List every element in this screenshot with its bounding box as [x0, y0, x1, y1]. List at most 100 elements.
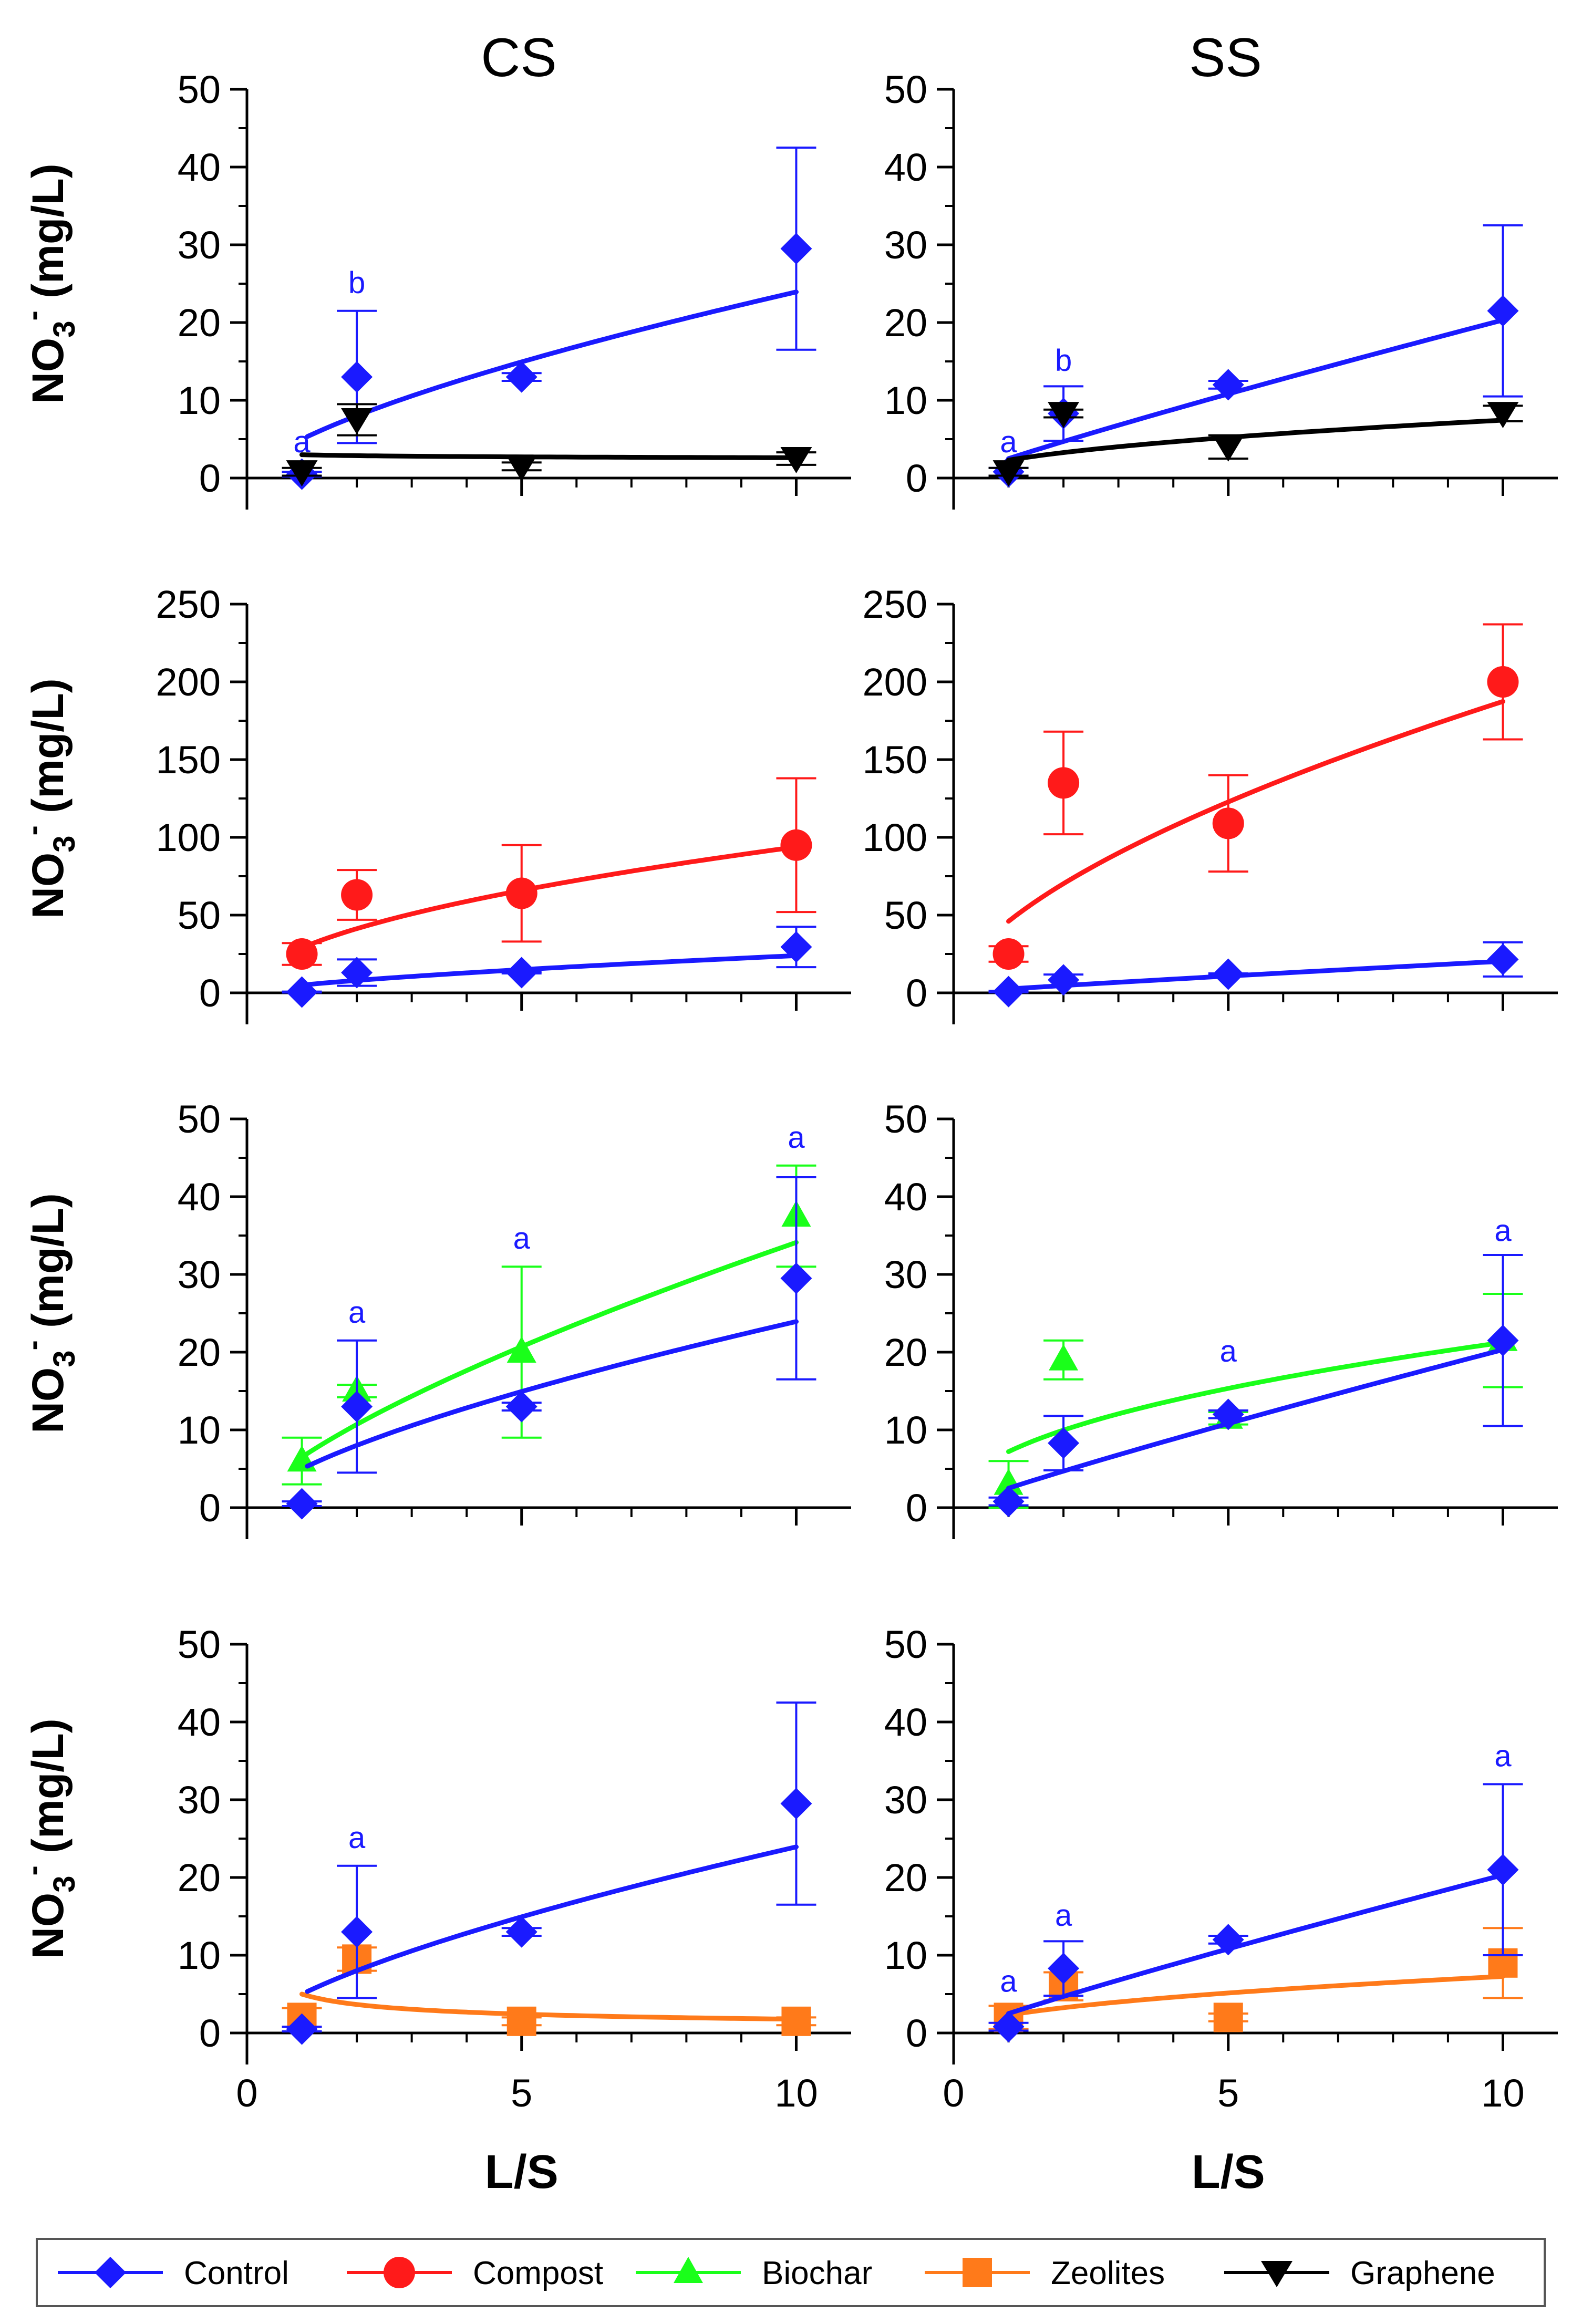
fit-curve-control	[1006, 317, 1505, 461]
fit-curve-compost	[1006, 699, 1505, 924]
legend-entry-zeolites: Zeolites	[925, 2255, 1165, 2291]
fit-curve-control	[1006, 959, 1505, 992]
legend-entry-compost: Compost	[347, 2255, 603, 2291]
y-tick-label: 10	[884, 1934, 927, 1977]
data-point-control	[992, 976, 1025, 1008]
significance-letter: a	[293, 425, 311, 459]
legend-marker	[963, 2258, 992, 2287]
significance-letter: a	[1494, 1213, 1512, 1248]
series-zeolites	[282, 1944, 816, 2036]
y-tick-label: 200	[863, 660, 927, 704]
significance-letter: a	[1000, 425, 1017, 459]
data-point-control	[1048, 1953, 1080, 1985]
y-tick-label: 30	[884, 223, 927, 267]
series-control	[988, 1254, 1523, 1518]
y-tick-label: 50	[884, 894, 927, 937]
legend-marker	[384, 2257, 415, 2288]
y-tick-label: 20	[884, 1331, 927, 1374]
legend-entry-biochar: Biochar	[636, 2255, 872, 2291]
significance-letter: a	[1220, 1334, 1237, 1368]
legend-entry-graphene: Graphene	[1224, 2255, 1495, 2291]
y-tick-label: 50	[178, 894, 221, 937]
y-tick-label: 30	[178, 1253, 221, 1296]
series-compost	[988, 623, 1523, 970]
legend-frame	[36, 2238, 1546, 2307]
column-title-cs: CS	[481, 27, 556, 88]
data-point-control	[1487, 1854, 1519, 1886]
data-point-control	[780, 1788, 812, 1820]
data-point-control	[341, 1391, 373, 1423]
panel-r3-cs: 0 10 20 30 40 50 NO3- (mg/L) a a a	[16, 1097, 851, 1539]
data-point-control	[992, 1486, 1025, 1518]
series-control	[282, 1702, 816, 2045]
data-point-graphene	[341, 408, 373, 434]
y-tick-label: 50	[884, 1623, 927, 1666]
y-tick-label: 20	[884, 301, 927, 345]
fit-curve-compost	[302, 844, 799, 949]
legend-label: Biochar	[762, 2255, 872, 2291]
data-point-control	[1212, 369, 1244, 401]
data-point-control	[1487, 943, 1519, 976]
data-point-control	[1212, 1924, 1244, 1956]
data-point-control	[286, 1488, 318, 1520]
data-point-control	[780, 233, 812, 265]
legend-marker	[95, 2257, 126, 2288]
panel-r2-cs: 0 50 100 150 200 250 NO3- (mg/L)	[16, 583, 851, 1024]
data-point-control	[286, 2013, 318, 2045]
y-tick-label: 0	[906, 2011, 927, 2055]
legend-label: Compost	[473, 2255, 603, 2291]
y-tick-label: 0	[906, 456, 927, 500]
y-tick-label: 20	[178, 301, 221, 345]
y-axis-label: NO3- (mg/L)	[16, 1718, 81, 1959]
y-tick-label: 100	[156, 816, 221, 859]
panel-r2-ss: 0 50 100 150 200 250	[863, 583, 1558, 1024]
series-control	[988, 1783, 1523, 2043]
data-point-control	[341, 1916, 373, 1948]
legend-marker	[674, 2257, 703, 2283]
y-tick-label: 10	[178, 1934, 221, 1977]
data-point-control	[780, 931, 812, 963]
legend-label: Zeolites	[1051, 2255, 1165, 2291]
y-axis-label: NO3- (mg/L)	[16, 163, 81, 404]
y-tick-label: 40	[178, 1700, 221, 1744]
y-tick-label: 150	[863, 738, 927, 782]
data-point-graphene	[1048, 402, 1080, 429]
series-control	[988, 941, 1523, 1008]
y-tick-label: 50	[178, 68, 221, 111]
panel-r1-cs: 0 10 20 30 40 50 NO3- (mg/L) a b	[16, 68, 851, 510]
series-control	[988, 224, 1523, 488]
panel-r4-ss: 0 10 20 30 40 50 0 5 10 L/S a a a	[884, 1623, 1558, 2198]
data-point-biochar	[506, 1336, 536, 1363]
y-tick-label: 40	[884, 146, 927, 189]
significance-letter: b	[1055, 344, 1072, 378]
data-point-graphene	[505, 454, 537, 481]
data-point-control	[505, 957, 537, 989]
y-axis-label: NO3- (mg/L)	[16, 678, 81, 919]
y-tick-label: 250	[156, 583, 221, 626]
legend-label: Graphene	[1350, 2255, 1495, 2291]
x-tick-label: 0	[943, 2071, 964, 2115]
data-point-control	[341, 361, 373, 393]
data-point-biochar	[1049, 1344, 1079, 1371]
y-tick-label: 0	[906, 1486, 927, 1530]
data-point-control	[780, 1262, 812, 1294]
data-point-control	[1212, 958, 1244, 990]
significance-letter: a	[1000, 1965, 1017, 1999]
x-tick-label: 5	[1217, 2071, 1239, 2115]
significance-letter: b	[348, 266, 365, 300]
series-control	[282, 926, 816, 1008]
y-tick-label: 20	[178, 1331, 221, 1374]
legend-marker	[1261, 2261, 1293, 2287]
y-tick-label: 10	[178, 1408, 221, 1452]
fit-curve-control	[305, 1319, 799, 1469]
y-tick-label: 10	[884, 1408, 927, 1452]
y-tick-label: 250	[863, 583, 927, 626]
data-point-control	[1487, 295, 1519, 327]
significance-letter: a	[513, 1221, 531, 1256]
legend-entry-control: Control	[58, 2255, 289, 2291]
data-point-control	[505, 1391, 537, 1423]
data-point-compost	[286, 938, 318, 970]
data-point-compost	[780, 829, 812, 861]
y-axis-label: NO3- (mg/L)	[16, 1193, 81, 1434]
data-point-compost	[992, 938, 1025, 970]
